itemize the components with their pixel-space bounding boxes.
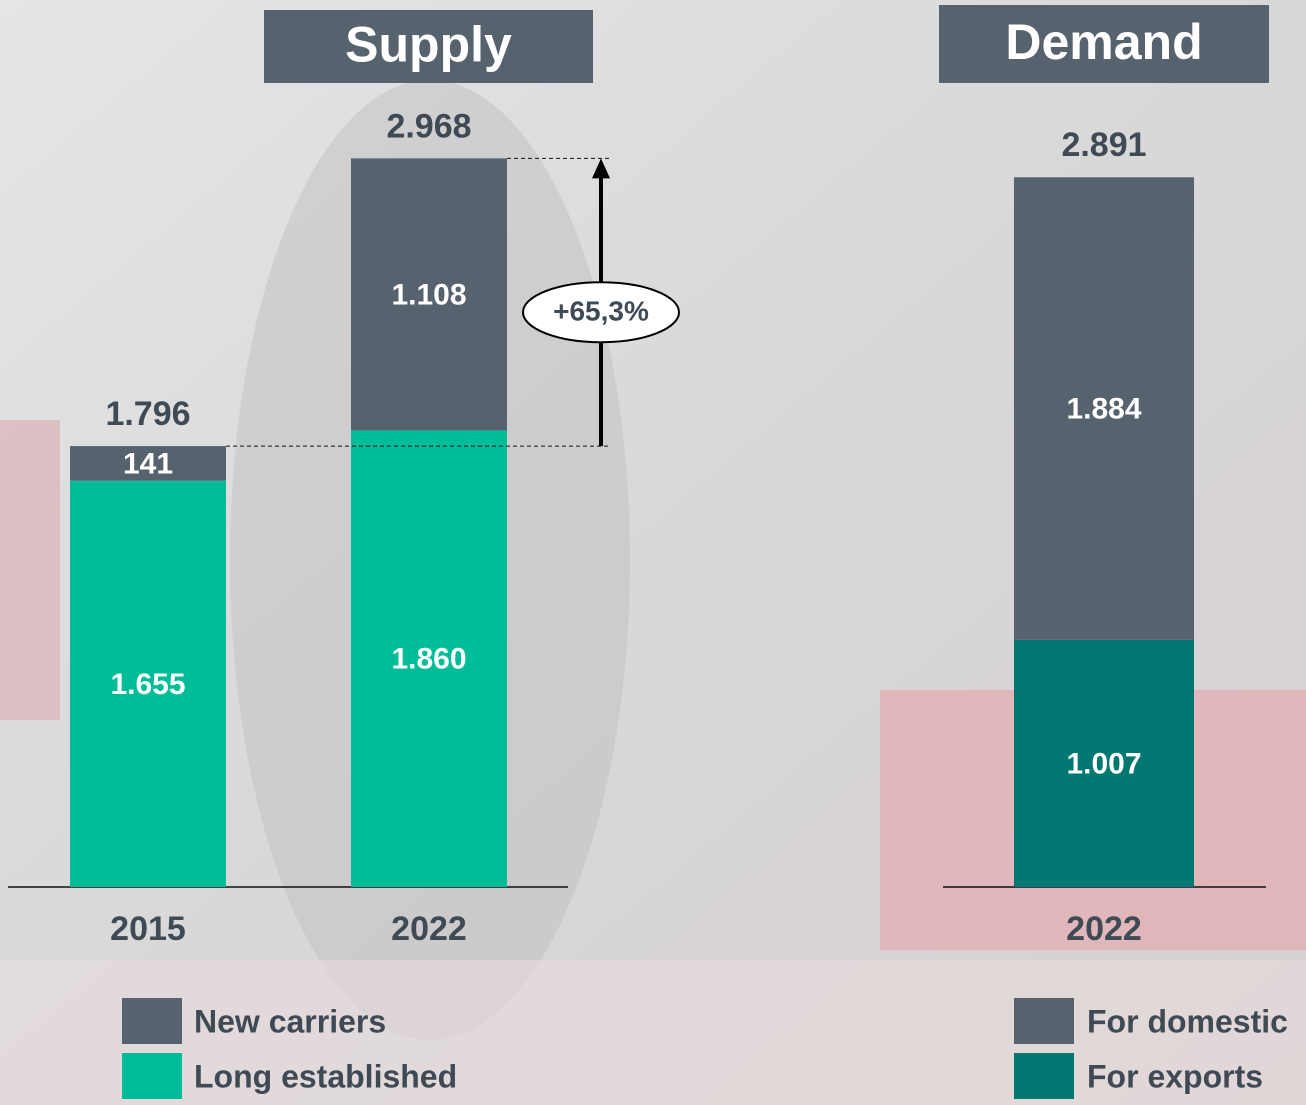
chart: Supply 1.655 141 1.796 2015 1.860 1.108 2.968 20… xyxy=(0,0,1306,1105)
value-label: 1.108 xyxy=(391,278,466,311)
legend-label: For exports xyxy=(1087,1058,1263,1094)
legend-label: For domestic xyxy=(1087,1003,1288,1039)
legend-label: New carriers xyxy=(194,1003,386,1039)
total-label: 1.796 xyxy=(105,395,190,433)
legend-swatch xyxy=(1014,998,1074,1044)
annotation: +65,3% xyxy=(553,296,649,327)
chart-title: Demand xyxy=(1005,14,1202,70)
x-tick-label: 2022 xyxy=(391,910,467,948)
legend-label: Long established xyxy=(194,1058,457,1094)
legend-swatch xyxy=(122,1053,182,1099)
total-label: 2.968 xyxy=(386,107,471,145)
chart-title: Supply xyxy=(345,17,512,73)
value-label: 1.007 xyxy=(1066,747,1141,780)
value-label: 1.884 xyxy=(1066,392,1141,425)
legend-swatch xyxy=(1014,1053,1074,1099)
x-tick-label: 2015 xyxy=(110,910,186,948)
value-label: 141 xyxy=(123,447,173,480)
value-label: 1.655 xyxy=(110,668,185,701)
legend-swatch xyxy=(122,998,182,1044)
value-label: 1.860 xyxy=(391,643,466,676)
total-label: 2.891 xyxy=(1061,126,1146,164)
x-tick-label: 2022 xyxy=(1066,910,1142,948)
background-shape xyxy=(0,420,60,720)
